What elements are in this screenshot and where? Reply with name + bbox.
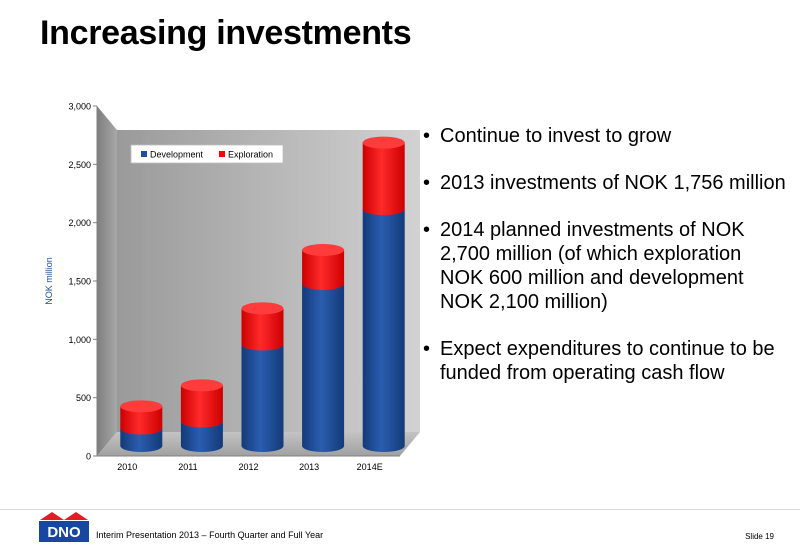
y-tick-label: 3,000 — [68, 102, 91, 112]
bullet-list: Continue to invest to grow 2013 investme… — [420, 124, 790, 408]
bullet-item: 2013 investments of NOK 1,756 million — [420, 171, 790, 195]
bullet-item: Expect expenditures to continue to be fu… — [420, 337, 790, 385]
y-tick-label: 2,500 — [68, 160, 91, 170]
bar-exploration-2014E — [362, 142, 405, 216]
bar-exploration-2013 — [302, 250, 345, 290]
page-title: Increasing investments — [40, 14, 412, 52]
logo-roof-left — [40, 512, 64, 520]
y-tick-label: 1,000 — [68, 335, 91, 345]
y-tick-label: 0 — [86, 452, 91, 462]
bar-exploration-2011 — [180, 385, 223, 428]
bar-exploration-cap-2012 — [241, 302, 284, 315]
footer-presentation: Interim Presentation 2013 – Fourth Quart… — [96, 530, 324, 540]
bullet-item: 2014 planned investments of NOK 2,700 mi… — [420, 218, 790, 314]
x-tick-label: 2011 — [178, 462, 197, 472]
bar-development-2014E — [362, 209, 405, 452]
legend-label-development: Development — [150, 150, 204, 160]
legend-swatch-development — [141, 151, 147, 157]
bar-exploration-cap-2011 — [180, 379, 223, 392]
bar-exploration-2010 — [120, 406, 163, 435]
x-tick-label: 2012 — [238, 462, 258, 472]
bar-exploration-cap-2010 — [120, 400, 163, 413]
bar-exploration-cap-2014E — [362, 136, 405, 149]
dno-logo: DNO — [39, 512, 89, 542]
logo-base — [39, 521, 89, 542]
y-tick-label: 500 — [76, 393, 91, 403]
bar-development-2011 — [180, 421, 223, 452]
bar-development-2013 — [302, 283, 345, 452]
x-tick-label: 2010 — [117, 462, 137, 472]
bar-exploration-cap-2013 — [302, 244, 345, 256]
plot-side-wall — [97, 106, 117, 456]
bar-development-2010 — [120, 428, 163, 452]
y-axis-title: NOK million — [44, 257, 54, 305]
logo-roof-right — [64, 512, 88, 520]
logo-text: DNO — [47, 524, 81, 541]
bullet-item: Continue to invest to grow — [420, 124, 790, 148]
slide-number: Slide 19 — [745, 532, 774, 541]
y-tick-label: 1,500 — [68, 277, 91, 287]
legend-swatch-exploration — [219, 151, 225, 157]
bar-development-2012 — [241, 344, 284, 452]
y-tick-label: 2,000 — [68, 218, 91, 228]
bar-exploration-2012 — [241, 308, 284, 351]
footer-divider — [0, 509, 800, 510]
legend-box — [130, 144, 284, 164]
x-tick-label: 2013 — [299, 462, 319, 472]
x-tick-label: 2014E — [357, 462, 383, 472]
legend-label-exploration: Exploration — [228, 150, 273, 160]
